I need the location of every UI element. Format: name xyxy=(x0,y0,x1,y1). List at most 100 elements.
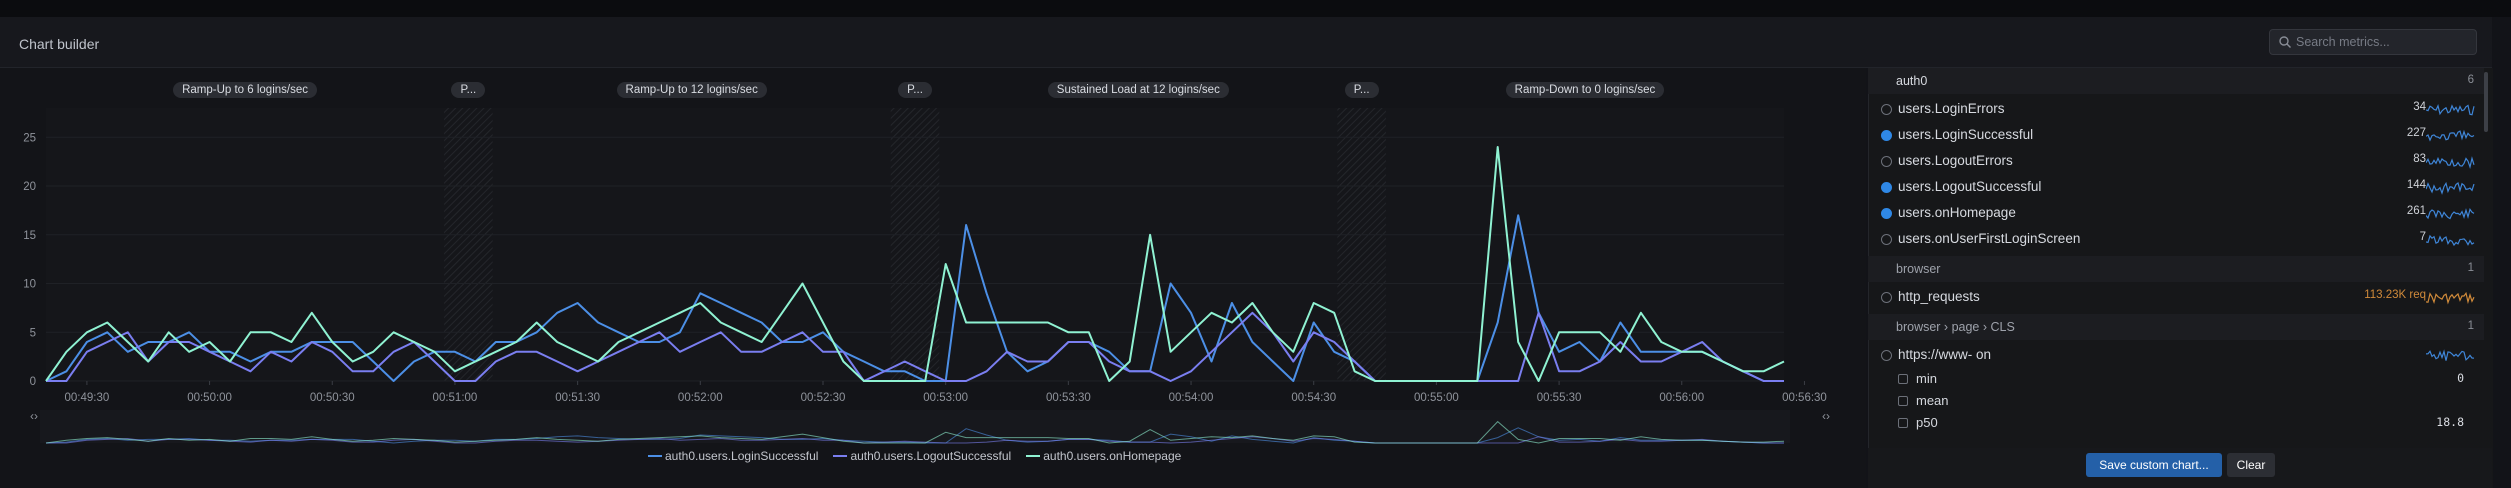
phase-label: P... xyxy=(451,82,486,98)
top-bar xyxy=(0,0,2511,17)
stat-label: min xyxy=(1916,371,1937,386)
metric-row[interactable]: users.LogoutSuccessful 144 xyxy=(1868,174,2484,200)
phase-label: P... xyxy=(898,82,932,98)
pause-band xyxy=(1337,108,1386,381)
metric-label: http_requests xyxy=(1898,289,1980,304)
sidebar-scrollbar[interactable] xyxy=(2484,72,2488,132)
clear-button[interactable]: Clear xyxy=(2227,453,2275,477)
navigator-series xyxy=(46,436,1784,444)
legend-item[interactable]: auth0.users.onHomepage xyxy=(1026,449,1181,463)
legend-item[interactable]: auth0.users.LogoutSuccessful xyxy=(833,449,1011,463)
metric-group-header[interactable]: auth0 6 xyxy=(1868,68,2484,94)
metric-count: 83 xyxy=(2413,153,2426,165)
x-tick-label: 00:55:00 xyxy=(1414,392,1459,404)
metric-checkbox[interactable] xyxy=(1881,234,1892,245)
sparkline xyxy=(2426,129,2475,142)
series-line xyxy=(46,311,1784,382)
legend-swatch xyxy=(648,454,662,457)
y-tick-label: 5 xyxy=(30,327,36,339)
navigator-series xyxy=(45,420,1785,444)
metric-checkbox[interactable] xyxy=(1881,156,1892,167)
group-name: browser › page › CLS xyxy=(1896,320,2015,334)
metric-row[interactable]: http_requests 113.23K req xyxy=(1868,284,2484,310)
stat-checkbox[interactable] xyxy=(1898,418,1908,428)
x-tick-label: 00:53:00 xyxy=(923,392,968,404)
group-count: 1 xyxy=(2467,262,2474,274)
x-tick-label: 00:55:30 xyxy=(1537,392,1582,404)
group-name: browser xyxy=(1896,262,1941,276)
legend-swatch xyxy=(1026,454,1041,457)
sparkline xyxy=(2426,291,2475,305)
metric-row[interactable]: users.onHomepage 261 xyxy=(1868,200,2484,226)
chart-legend: auth0.users.LoginSuccessful auth0.users.L… xyxy=(648,449,1196,463)
x-tick-label: 00:50:30 xyxy=(310,392,355,404)
x-tick-label: 00:56:00 xyxy=(1659,392,1704,404)
line-chart[interactable]: 0 5 10 15 20 25 00:49:30 00:50:00 00:50:30 00:51:… xyxy=(0,68,1866,448)
navigator-left-handle[interactable]: ‹› xyxy=(30,409,38,423)
y-tick-label: 10 xyxy=(23,279,36,291)
stat-checkbox[interactable] xyxy=(1898,396,1908,406)
stat-row[interactable]: min 0 xyxy=(1868,368,2484,390)
y-tick-label: 15 xyxy=(23,230,36,242)
metric-row[interactable]: users.LogoutErrors 83 xyxy=(1868,148,2484,174)
metric-count: 34 xyxy=(2413,101,2426,113)
metric-row[interactable]: users.LoginSuccessful 227 xyxy=(1868,122,2484,148)
metric-label: users.onUserFirstLoginScreen xyxy=(1898,231,2081,246)
metric-group-header[interactable]: browser › page › CLS 1 xyxy=(1868,314,2484,340)
phase-label: Ramp-Up to 12 logins/sec xyxy=(616,82,767,98)
series-line xyxy=(45,146,1785,382)
x-tick-label: 00:51:30 xyxy=(555,392,600,404)
group-name: auth0 xyxy=(1896,74,1928,88)
metric-row[interactable]: users.onUserFirstLoginScreen 7 xyxy=(1868,226,2484,252)
sparkline xyxy=(2426,349,2475,361)
phase-label: P... xyxy=(1344,82,1379,98)
stat-row[interactable]: p50 18.8 xyxy=(1868,412,2484,434)
pause-band xyxy=(890,108,940,381)
legend-swatch xyxy=(833,454,848,457)
phase-label: Sustained Load at 12 logins/sec xyxy=(1047,82,1229,98)
sparkline xyxy=(2426,156,2475,169)
save-custom-chart-button[interactable]: Save custom chart... xyxy=(2086,453,2222,477)
x-tick-label: 00:50:00 xyxy=(187,392,232,404)
stat-label: mean xyxy=(1916,393,1949,408)
metric-label: users.LoginErrors xyxy=(1898,101,2005,116)
metric-checkbox[interactable] xyxy=(1881,292,1892,303)
sparkline xyxy=(2426,104,2475,116)
metric-label: users.LogoutErrors xyxy=(1898,153,2013,168)
series-line xyxy=(45,214,1784,382)
metric-label: users.onHomepage xyxy=(1898,205,2016,220)
x-tick-label: 00:52:00 xyxy=(678,392,723,404)
metric-count: 7 xyxy=(2419,231,2426,243)
metric-checkbox[interactable] xyxy=(1881,130,1892,141)
metric-checkbox[interactable] xyxy=(1881,350,1892,361)
stat-label: p50 xyxy=(1916,415,1938,430)
navigator-right-handle[interactable]: ‹› xyxy=(1822,409,1830,423)
stat-checkbox[interactable] xyxy=(1898,374,1908,384)
x-tick-label: 00:53:30 xyxy=(1046,392,1091,404)
x-tick-label: 00:56:30 xyxy=(1782,392,1827,404)
sparkline xyxy=(2426,208,2475,220)
metric-checkbox[interactable] xyxy=(1881,104,1892,115)
group-count: 6 xyxy=(2467,74,2474,86)
group-count: 1 xyxy=(2467,320,2474,332)
y-tick-label: 0 xyxy=(30,376,36,388)
stat-value: 0 xyxy=(2457,371,2464,385)
chart-builder-header: Chart builder Search metrics... xyxy=(0,17,2492,68)
stat-value: 18.8 xyxy=(2436,415,2464,429)
search-metrics-input[interactable]: Search metrics... xyxy=(2269,29,2477,55)
stat-row[interactable]: mean xyxy=(1868,390,2484,412)
metric-label: users.LoginSuccessful xyxy=(1898,127,2034,142)
metric-row[interactable]: users.LoginErrors 34 xyxy=(1868,96,2484,122)
x-tick-label: 00:51:00 xyxy=(433,392,478,404)
metric-checkbox[interactable] xyxy=(1881,208,1892,219)
metric-checkbox[interactable] xyxy=(1881,182,1892,193)
x-tick-label: 00:54:30 xyxy=(1291,392,1336,404)
legend-item[interactable]: auth0.users.LoginSuccessful xyxy=(648,449,818,463)
y-tick-label: 25 xyxy=(23,132,36,144)
x-tick-label: 00:54:00 xyxy=(1169,392,1214,404)
search-icon xyxy=(2279,36,2291,48)
metric-group-header[interactable]: browser 1 xyxy=(1868,256,2484,282)
x-tick-label: 00:52:30 xyxy=(801,392,846,404)
metric-row[interactable]: https://www- on xyxy=(1868,342,2484,368)
metric-label: https://www- on xyxy=(1898,347,1992,362)
